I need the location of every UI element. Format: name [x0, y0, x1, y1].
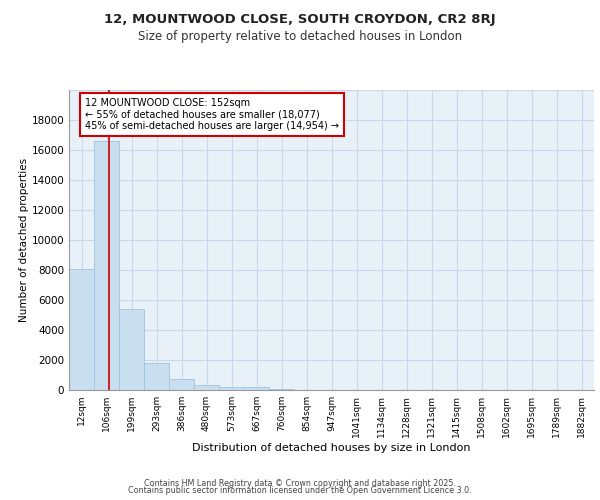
Text: 12, MOUNTWOOD CLOSE, SOUTH CROYDON, CR2 8RJ: 12, MOUNTWOOD CLOSE, SOUTH CROYDON, CR2 …	[104, 12, 496, 26]
Bar	[70, 268, 94, 390]
Text: Contains HM Land Registry data © Crown copyright and database right 2025.: Contains HM Land Registry data © Crown c…	[144, 478, 456, 488]
Bar	[244, 387, 269, 390]
Text: 12 MOUNTWOOD CLOSE: 152sqm
← 55% of detached houses are smaller (18,077)
45% of : 12 MOUNTWOOD CLOSE: 152sqm ← 55% of deta…	[85, 98, 339, 130]
Bar	[220, 387, 244, 390]
Bar	[169, 379, 194, 390]
Bar	[194, 385, 218, 390]
Bar	[269, 388, 293, 390]
Bar	[145, 363, 169, 390]
Text: Size of property relative to detached houses in London: Size of property relative to detached ho…	[138, 30, 462, 43]
Text: Contains public sector information licensed under the Open Government Licence 3.: Contains public sector information licen…	[128, 486, 472, 495]
X-axis label: Distribution of detached houses by size in London: Distribution of detached houses by size …	[192, 442, 471, 452]
Bar	[94, 141, 119, 390]
Bar	[119, 309, 143, 390]
Y-axis label: Number of detached properties: Number of detached properties	[19, 158, 29, 322]
